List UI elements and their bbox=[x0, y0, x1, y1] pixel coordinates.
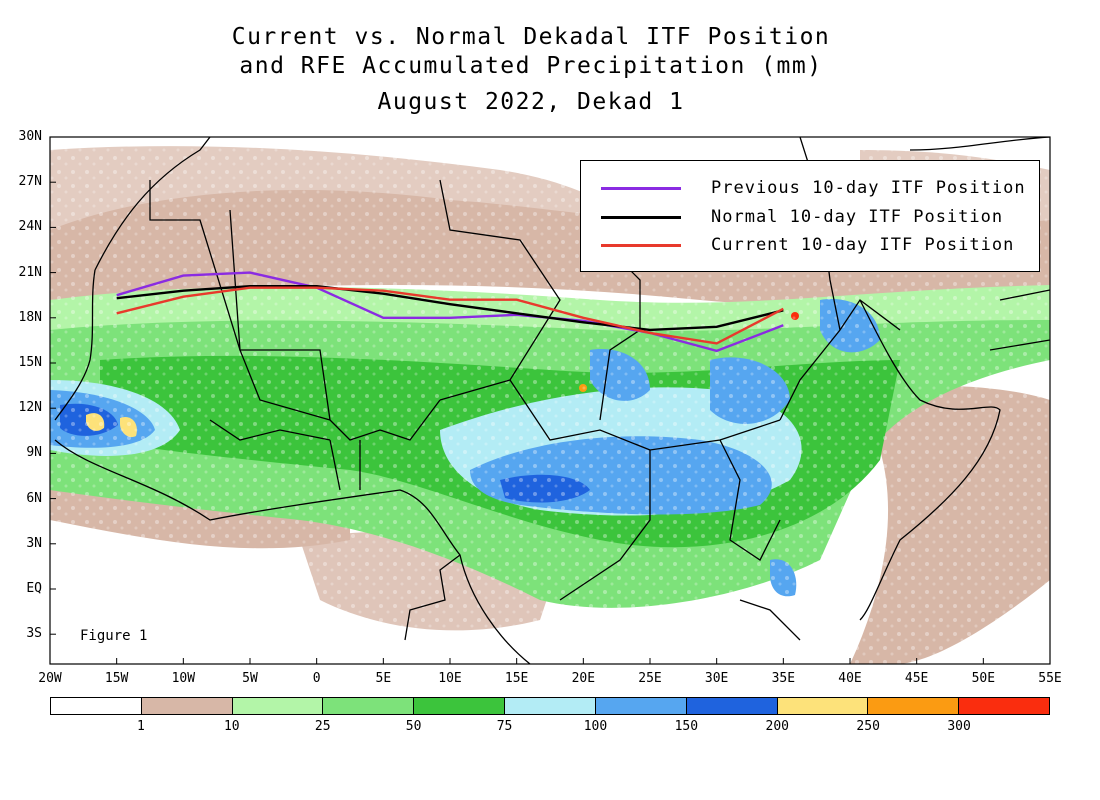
lon-label: 50E bbox=[971, 671, 996, 686]
colorbar-cell bbox=[777, 698, 869, 714]
colorbar-cell bbox=[868, 698, 960, 714]
lat-label: 30N bbox=[18, 129, 42, 144]
itf-legend: Previous 10-day ITF Position Normal 10-d… bbox=[580, 160, 1040, 272]
lon-label: 15E bbox=[504, 671, 529, 686]
map-title-line-1: Current vs. Normal Dekadal ITF Position bbox=[231, 24, 831, 50]
lat-label: 3N bbox=[26, 535, 42, 551]
legend-item-previous: Previous 10-day ITF Position bbox=[581, 178, 1039, 198]
lat-label: 9N bbox=[26, 445, 42, 461]
colorbar-label: 200 bbox=[765, 719, 789, 734]
colorbar-label: 75 bbox=[496, 719, 513, 734]
colorbar-label: 50 bbox=[405, 719, 422, 734]
lon-label: 45E bbox=[904, 671, 929, 686]
red-line-icon bbox=[601, 244, 681, 247]
lat-label: 3S bbox=[26, 626, 42, 642]
legend-item-current: Current 10-day ITF Position bbox=[581, 235, 1039, 255]
colorbar-cell bbox=[232, 698, 324, 714]
colorbar-label: 25 bbox=[314, 719, 331, 734]
colorbar-cell bbox=[595, 698, 687, 714]
legend-label-current: Current 10-day ITF Position bbox=[711, 235, 1015, 255]
lon-label: 10E bbox=[438, 671, 462, 686]
lon-label: 30E bbox=[704, 671, 729, 686]
lon-label: 15W bbox=[104, 671, 129, 686]
lon-label: 0 bbox=[312, 671, 321, 686]
lon-label: 10W bbox=[171, 671, 196, 686]
colorbar-label: 150 bbox=[674, 719, 699, 734]
black-line-icon bbox=[601, 216, 681, 219]
lon-label: 5W bbox=[242, 671, 258, 686]
purple-line-icon bbox=[601, 187, 681, 190]
map-subtitle: August 2022, Dekad 1 bbox=[377, 89, 685, 115]
lat-label: 21N bbox=[18, 264, 42, 280]
colorbar-cell bbox=[414, 698, 506, 714]
colorbar-cell bbox=[959, 698, 1049, 714]
colorbar-cell bbox=[505, 698, 596, 714]
colorbar-label: 1 bbox=[136, 719, 145, 734]
colorbar-cell bbox=[51, 698, 142, 714]
lat-label: 12N bbox=[18, 400, 42, 416]
lon-label: 40E bbox=[838, 671, 862, 686]
colorbar-label: 100 bbox=[583, 719, 608, 734]
lat-label: EQ bbox=[26, 581, 42, 596]
lat-label: 15N bbox=[18, 355, 42, 370]
figure-label: Figure 1 bbox=[80, 628, 148, 644]
lon-label: 25E bbox=[638, 671, 662, 686]
lat-label: 24N bbox=[18, 219, 42, 235]
lat-label: 27N bbox=[18, 174, 42, 190]
legend-label-previous: Previous 10-day ITF Position bbox=[711, 178, 1026, 198]
lat-label: 6N bbox=[26, 490, 42, 506]
lon-label: 35E bbox=[771, 671, 796, 686]
axis-ticks bbox=[49, 136, 1051, 664]
itf-series-line-0 bbox=[116, 271, 784, 353]
colorbar-label: 300 bbox=[947, 719, 971, 734]
lon-label: 55E bbox=[1038, 671, 1062, 686]
legend-item-normal: Normal 10-day ITF Position bbox=[581, 207, 1039, 227]
map-frame bbox=[49, 136, 1051, 665]
lon-label: 5E bbox=[375, 671, 392, 686]
precipitation-colorbar bbox=[50, 697, 1050, 715]
legend-label-normal: Normal 10-day ITF Position bbox=[711, 207, 1004, 227]
colorbar-cell bbox=[686, 698, 778, 714]
colorbar-label: 10 bbox=[223, 719, 240, 734]
lon-label: 20E bbox=[571, 671, 596, 686]
itf-lines bbox=[116, 271, 784, 353]
itf-series-line-1 bbox=[116, 285, 784, 332]
colorbar-cell bbox=[323, 698, 415, 714]
colorbar-cell bbox=[141, 698, 233, 714]
itf-series-line-2 bbox=[116, 286, 784, 345]
lon-label: 20W bbox=[38, 671, 62, 686]
lat-label: 18N bbox=[18, 309, 42, 325]
map-title-line-2: and RFE Accumulated Precipitation (mm) bbox=[239, 53, 823, 79]
colorbar-label: 250 bbox=[856, 719, 880, 734]
